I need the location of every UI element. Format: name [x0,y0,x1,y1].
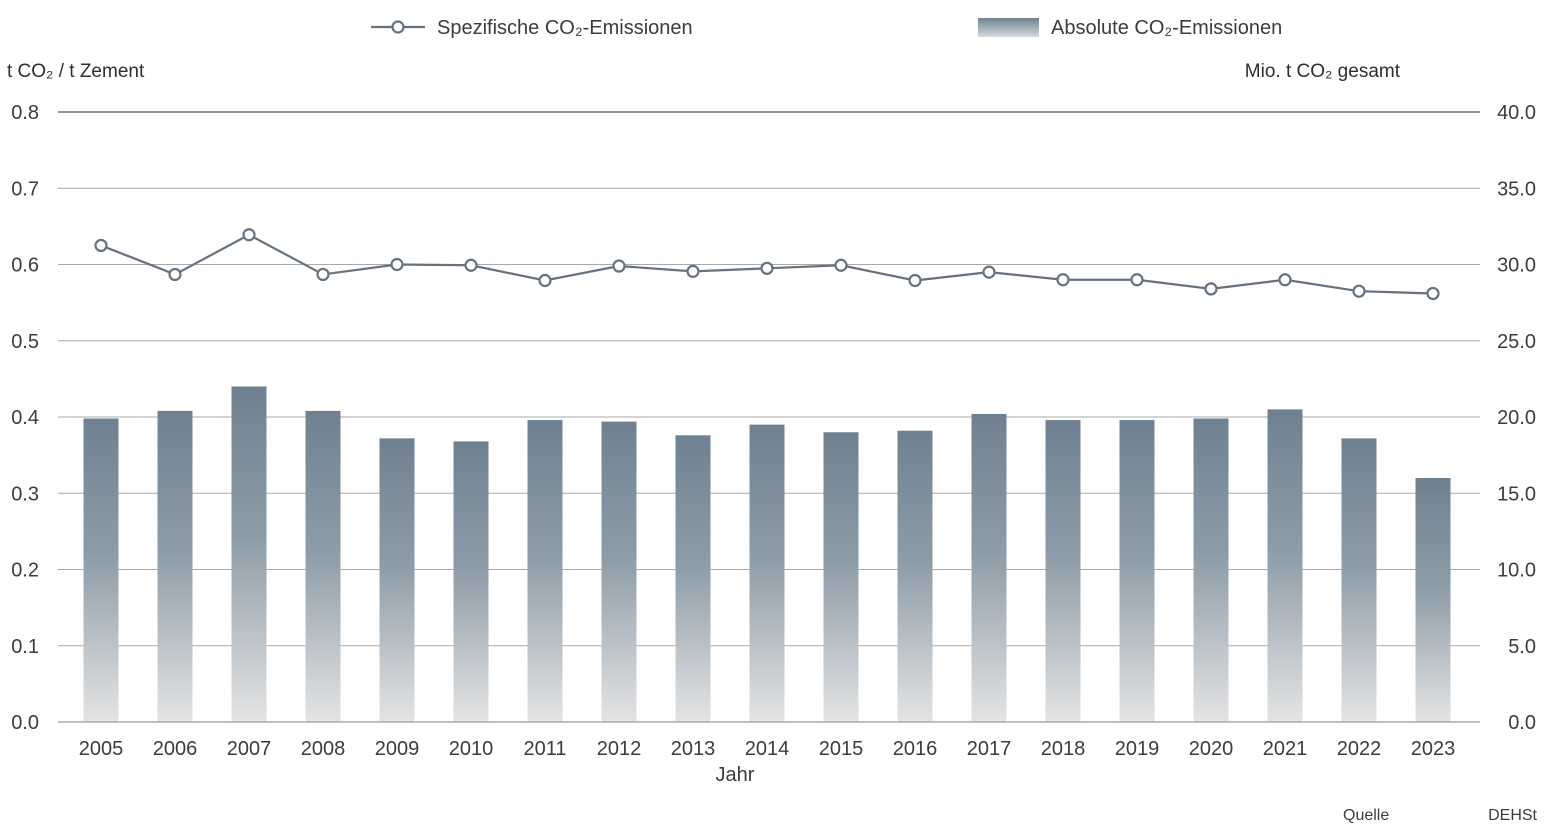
bar [231,386,267,722]
x-tick-label: 2021 [1263,738,1308,760]
line-point [1426,286,1440,301]
left-tick-label: 0.4 [11,407,39,429]
line-point [168,267,182,282]
left-tick-label: 0.5 [11,331,39,353]
line-series [94,228,1440,301]
right-axis-title: Mio. t CO₂ gesamt [1245,61,1401,82]
x-tick-label: 2020 [1189,738,1234,760]
bar [675,435,711,722]
legend-bar-label: Absolute CO₂-Emissionen [1051,17,1282,39]
left-tick-label: 0.0 [11,712,39,734]
x-tick-label: 2016 [893,738,938,760]
legend-line-label: Spezifische CO₂-Emissionen [437,17,693,39]
bar [1193,418,1229,722]
legend: Spezifische CO₂-Emissionen Absolute CO₂-… [371,17,1282,39]
bar [1045,420,1081,722]
line-point [94,238,108,253]
line-point [760,261,774,275]
line-point [982,265,996,279]
x-axis-ticks: 2005 2006 2007 2008 2009 2010 2011 2012 2013 2014… [79,738,1456,760]
bar [601,421,637,722]
left-tick-label: 0.6 [11,255,39,277]
right-tick-label: 10.0 [1497,560,1536,582]
line-point [1352,284,1366,298]
right-tick-label: 0.0 [1508,712,1536,734]
line-point [1056,273,1070,287]
bar [83,418,119,722]
line-point [464,258,478,272]
bar [157,410,193,722]
x-tick-label: 2009 [375,738,420,760]
right-tick-label: 30.0 [1497,255,1536,277]
left-tick-label: 0.8 [11,102,39,124]
line-point [612,259,626,273]
line-point [1278,273,1292,287]
bar [1119,420,1155,722]
right-tick-label: 40.0 [1497,102,1536,124]
legend-line-marker [371,20,425,34]
right-tick-label: 20.0 [1497,407,1536,429]
x-tick-label: 2018 [1041,738,1086,760]
left-tick-label: 0.2 [11,560,39,582]
line-point [538,273,552,288]
x-tick-label: 2023 [1411,738,1456,760]
x-tick-label: 2008 [301,738,346,760]
bar [1341,438,1377,722]
x-tick-label: 2006 [153,738,198,760]
line-point [1204,282,1218,296]
x-tick-label: 2013 [671,738,716,760]
bar [823,432,859,722]
bar [749,424,785,722]
x-tick-label: 2017 [967,738,1012,760]
gridlines [58,111,1480,647]
line-point [390,257,404,272]
line-point [1130,273,1144,287]
left-tick-label: 0.1 [11,636,39,658]
bar [305,410,341,722]
x-tick-label: 2011 [523,738,566,760]
right-tick-label: 25.0 [1497,331,1536,353]
bar [527,420,563,722]
left-axis-title: t CO₂ / t Zement [7,61,145,82]
left-tick-label: 0.3 [11,483,39,505]
bar [1267,409,1303,722]
right-axis-ticks: 0.0 5.0 10.0 15.0 20.0 25.0 30.0 35.0 40.0 [1497,102,1536,734]
bar-series [83,386,1451,722]
line-point [908,273,922,288]
right-tick-label: 35.0 [1497,178,1536,200]
x-tick-label: 2022 [1337,738,1382,760]
right-tick-label: 15.0 [1497,483,1536,505]
left-tick-label: 0.7 [11,178,39,200]
legend-bar-swatch [978,18,1039,37]
bar [453,441,489,722]
x-tick-label: 2019 [1115,738,1160,760]
x-tick-label: 2015 [819,738,864,760]
bar [379,438,415,722]
line-point [686,264,700,278]
x-tick-label: 2005 [79,738,124,760]
x-tick-label: 2007 [227,738,272,760]
left-axis-ticks: 0.0 0.1 0.2 0.3 0.4 0.5 0.6 0.7 0.8 [11,102,39,734]
source-label: Quelle [1343,807,1389,824]
x-axis-title: Jahr [716,764,755,786]
x-tick-label: 2010 [449,738,494,760]
bar [897,430,933,722]
right-tick-label: 5.0 [1508,636,1536,658]
x-tick-label: 2012 [597,738,642,760]
line-point [834,258,848,272]
bar [1415,478,1451,722]
bar [971,413,1007,722]
line-point [242,228,256,242]
source-value: DEHSt [1488,807,1537,824]
line-point [316,267,330,282]
x-tick-label: 2014 [745,738,790,760]
